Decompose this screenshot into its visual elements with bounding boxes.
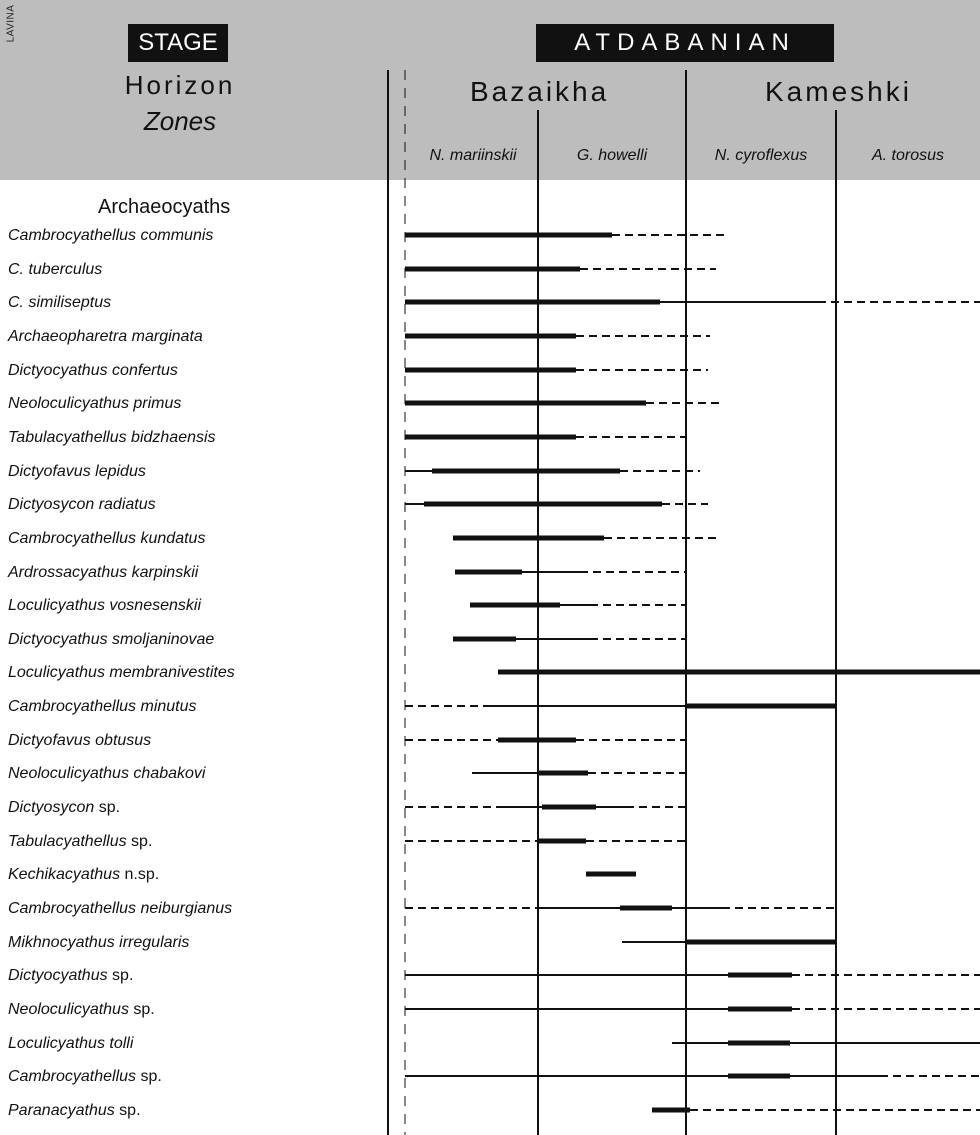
zone-a-torosus: A. torosus bbox=[871, 147, 945, 164]
taxon-label: C. tuberculus bbox=[8, 261, 103, 278]
taxon-ranges bbox=[405, 232, 980, 1113]
taxon-label: Mikhnocyathus irregularis bbox=[8, 934, 190, 951]
taxon-label: Neoloculicyathus sp. bbox=[8, 1001, 155, 1018]
taxon-label: Dictyocyathus smoljaninovae bbox=[8, 631, 215, 648]
taxon-label: Dictyofavus obtusus bbox=[8, 732, 152, 749]
taxon-label: Ardrossacyathus karpinskii bbox=[8, 564, 199, 581]
taxon-label: C. similiseptus bbox=[8, 294, 112, 311]
taxon-label: Cambrocyathellus sp. bbox=[8, 1068, 162, 1085]
taxon-label: Cambrocyathellus communis bbox=[8, 227, 214, 244]
zone-n-mariinskii: N. mariinskii bbox=[429, 147, 517, 164]
stage-name: ATDABANIAN bbox=[536, 24, 834, 62]
taxon-label: Loculicyathus tolli bbox=[8, 1035, 134, 1052]
taxon-label: Paranacyathus sp. bbox=[8, 1102, 141, 1119]
taxon-label: Kechikacyathus n.sp. bbox=[8, 866, 160, 883]
taxon-label: Tabulacyathellus sp. bbox=[8, 833, 153, 850]
taxon-label: Dictyosycon sp. bbox=[8, 799, 121, 816]
zones-label: Zones bbox=[143, 106, 217, 136]
taxon-label: Neoloculicyathus chabakovi bbox=[8, 765, 206, 782]
stage-label: STAGE bbox=[128, 24, 228, 62]
horizon-bazaikha: Bazaikha bbox=[470, 76, 610, 107]
grid-lines bbox=[387, 70, 837, 1135]
horizon-label: Horizon bbox=[124, 70, 236, 100]
zone-n-cyroflexus: N. cyroflexus bbox=[714, 147, 808, 164]
taxon-label: Tabulacyathellus bidzhaensis bbox=[8, 429, 216, 446]
taxon-label: Cambrocyathellus kundatus bbox=[8, 530, 206, 547]
taxon-label: Neoloculicyathus primus bbox=[8, 395, 182, 412]
taxon-label: Archaeopharetra marginata bbox=[8, 328, 203, 345]
taxon-label: Dictyosycon radiatus bbox=[8, 496, 156, 513]
taxon-label: Dictyocyathus confertus bbox=[8, 362, 178, 379]
taxon-label: Cambrocyathellus neiburgianus bbox=[8, 900, 233, 917]
zone-g-howelli: G. howelli bbox=[576, 147, 648, 164]
taxon-label: Cambrocyathellus minutus bbox=[8, 698, 197, 715]
taxon-label: Loculicyathus membranivestites bbox=[8, 664, 235, 681]
taxon-label: Loculicyathus vosnesenskii bbox=[8, 597, 201, 614]
taxon-label: Dictyofavus lepidus bbox=[8, 463, 146, 480]
horizon-kameshki: Kameshki bbox=[765, 76, 912, 107]
group-label: Archaeocyaths bbox=[98, 196, 231, 218]
taxon-label: Dictyocyathus sp. bbox=[8, 967, 134, 984]
